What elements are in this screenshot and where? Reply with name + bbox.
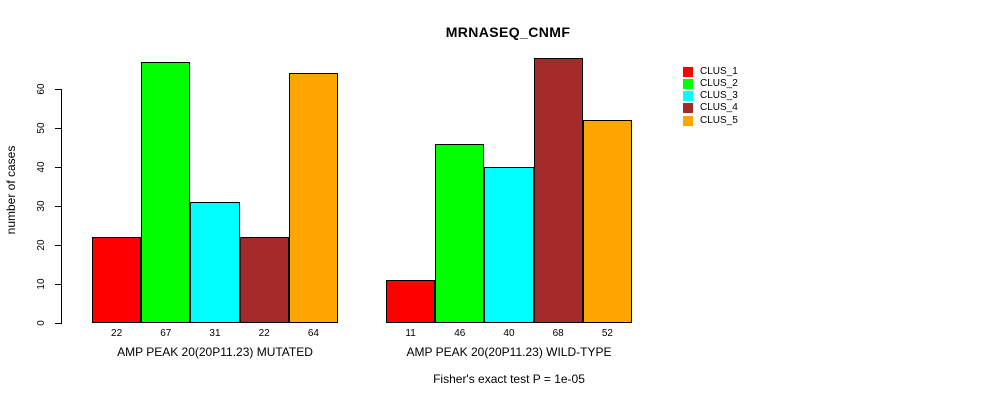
y-tick-label: 20	[36, 239, 47, 251]
bar-value-label: 40	[503, 328, 515, 339]
legend-item-label: CLUS_5	[700, 114, 738, 126]
bar-clus_3	[484, 167, 534, 323]
y-tick-label: 30	[36, 200, 47, 212]
bar-value-label: 64	[307, 328, 319, 339]
legend-item-label: CLUS_2	[700, 77, 738, 89]
bar-value-label: 11	[405, 328, 416, 339]
group-label-wild-type: AMP PEAK 20(20P11.23) WILD-TYPE	[406, 345, 612, 359]
y-tick-label: 0	[36, 320, 47, 326]
legend-swatch-clus_4	[683, 103, 693, 114]
bar-clus_4	[239, 237, 289, 323]
bar-clus_4	[533, 57, 583, 323]
bar-clus_3	[190, 202, 240, 323]
bar-clus_2	[435, 143, 485, 323]
bar-value-label: 46	[454, 328, 466, 339]
chart-title: MRNASEQ_CNMF	[445, 24, 571, 40]
y-tick-mark	[55, 323, 62, 324]
legend-swatch-clus_5	[683, 115, 693, 126]
y-axis-label: number of cases	[4, 145, 18, 235]
y-tick-mark	[55, 167, 62, 168]
bar-clus_1	[386, 280, 436, 323]
bar-value-label: 68	[552, 328, 564, 339]
bar-value-label: 22	[111, 328, 123, 339]
legend-item-label: CLUS_4	[700, 102, 738, 114]
y-tick-mark	[55, 128, 62, 129]
y-tick-mark	[55, 284, 62, 285]
y-tick-label: 10	[36, 278, 47, 290]
y-tick-mark	[55, 89, 62, 90]
fisher-test-annotation: Fisher's exact test P = 1e-05	[433, 372, 585, 386]
bar-clus_2	[141, 61, 191, 323]
y-tick-label: 60	[36, 83, 47, 95]
legend-item-label: CLUS_3	[700, 90, 738, 102]
bar-value-label: 52	[601, 328, 613, 339]
legend-swatch-clus_1	[683, 66, 693, 77]
y-tick-label: 40	[36, 161, 47, 173]
y-tick-mark	[55, 245, 62, 246]
bar-clus_1	[92, 237, 142, 323]
bar-value-label: 67	[160, 328, 172, 339]
legend-item-label: CLUS_1	[700, 65, 738, 77]
bar-value-label: 31	[209, 328, 221, 339]
bar-clus_5	[582, 120, 632, 323]
group-label-mutated: AMP PEAK 20(20P11.23) MUTATED	[117, 345, 313, 359]
bar-value-label: 22	[258, 328, 270, 339]
y-tick-mark	[55, 206, 62, 207]
y-tick-label: 50	[36, 122, 47, 134]
bar-clus_5	[288, 73, 338, 323]
legend-swatch-clus_2	[683, 78, 693, 89]
legend-swatch-clus_3	[683, 91, 693, 102]
